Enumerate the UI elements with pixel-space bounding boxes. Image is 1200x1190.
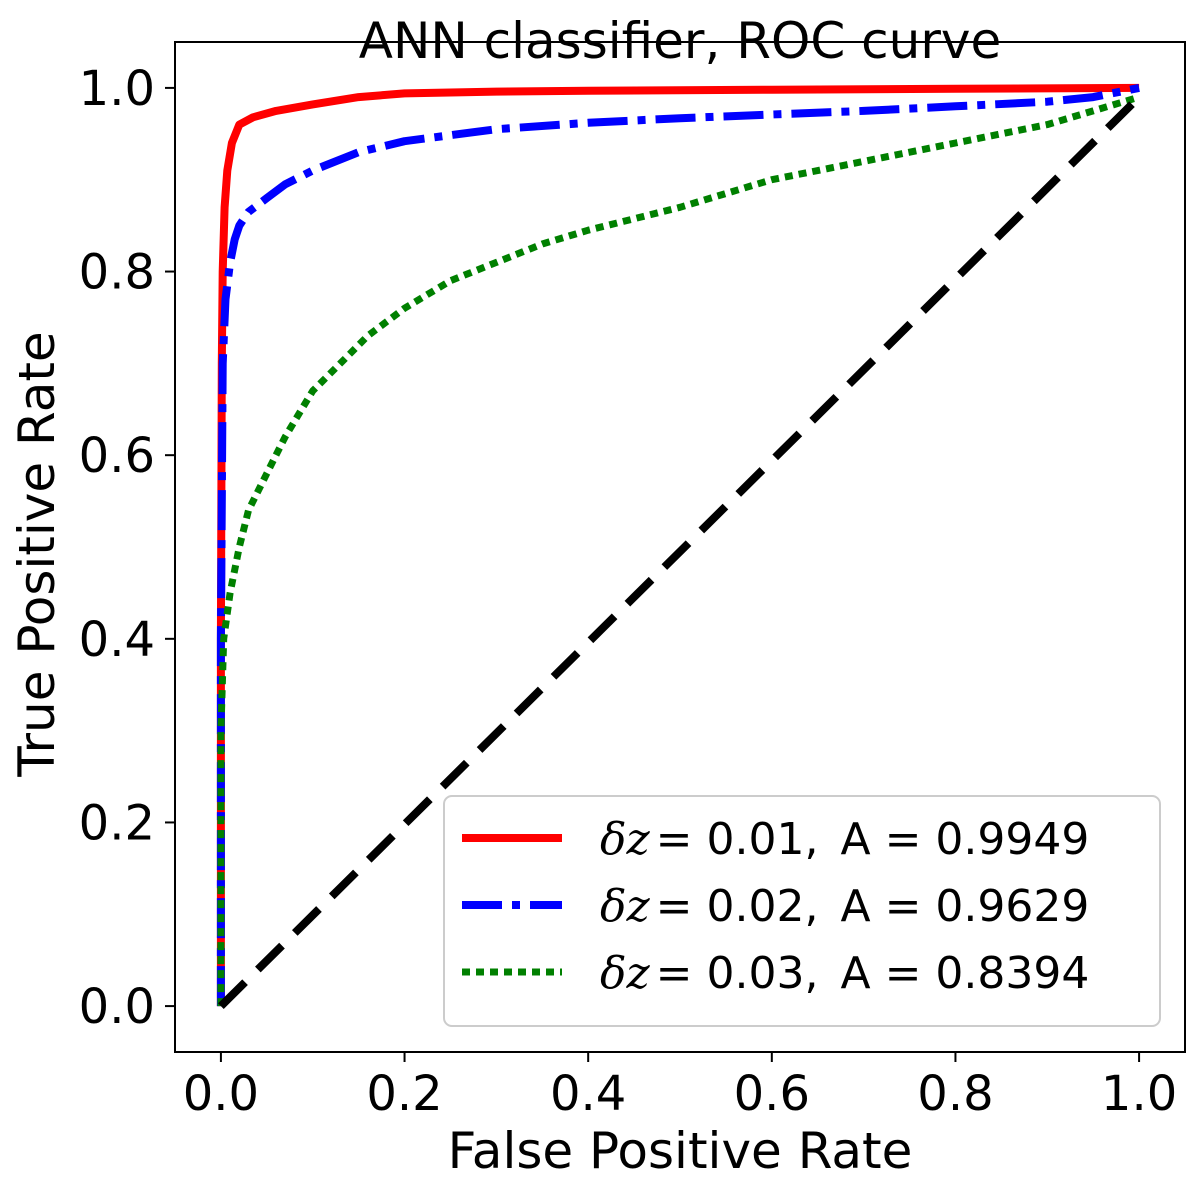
legend-value-0: = 0.01, — [656, 814, 819, 865]
legend-symbol-1: δz — [600, 881, 650, 932]
series-line-2 — [217, 93, 1141, 1007]
legend-label-0: δz = 0.01, A = 0.9949 — [600, 814, 1089, 865]
legend-value-2: = 0.03, — [656, 948, 819, 999]
series-line-3 — [218, 94, 1142, 1009]
legend-area-2: A = 0.8394 — [840, 948, 1089, 999]
legend-area-1: A = 0.9629 — [840, 881, 1089, 932]
y-tick-label-5: 1.0 — [79, 61, 155, 117]
x-axis-label: False Positive Rate — [448, 1122, 913, 1180]
y-axis-ticks: 0.0 0.2 0.4 0.6 0.8 1.0 — [79, 61, 175, 1035]
plot-frame — [174, 41, 1186, 1053]
y-tick-label-0: 0.0 — [79, 979, 155, 1035]
legend-box — [443, 795, 1161, 1027]
legend-label-1: δz = 0.02, A = 0.9629 — [600, 881, 1089, 932]
legend-area-0: A = 0.9949 — [840, 814, 1089, 865]
legend-label-2: δz = 0.03, A = 0.8394 — [600, 948, 1089, 999]
legend-symbol-0: δz — [600, 814, 650, 865]
series-line-0 — [216, 83, 1140, 1007]
series-line-1 — [216, 83, 1140, 1007]
y-tick-label-2: 0.4 — [79, 612, 155, 668]
y-tick-label-3: 0.6 — [79, 428, 155, 484]
x-tick-label-3: 0.6 — [734, 1066, 810, 1122]
x-tick-label-0: 0.0 — [183, 1066, 259, 1122]
x-tick-label-1: 0.2 — [366, 1066, 442, 1122]
y-tick-label-1: 0.2 — [79, 795, 155, 851]
y-tick-label-4: 0.8 — [79, 245, 155, 301]
x-tick-label-5: 1.0 — [1101, 1066, 1177, 1122]
x-axis-ticks: 0.0 0.2 0.4 0.6 0.8 1.0 — [183, 1052, 1177, 1122]
y-axis-label: True Positive Rate — [8, 331, 66, 777]
legend-symbol-2: δz — [600, 948, 650, 999]
legend-value-1: = 0.02, — [656, 881, 819, 932]
curves-group — [216, 83, 1142, 1009]
x-tick-label-4: 0.8 — [917, 1066, 993, 1122]
x-tick-label-2: 0.4 — [550, 1066, 626, 1122]
